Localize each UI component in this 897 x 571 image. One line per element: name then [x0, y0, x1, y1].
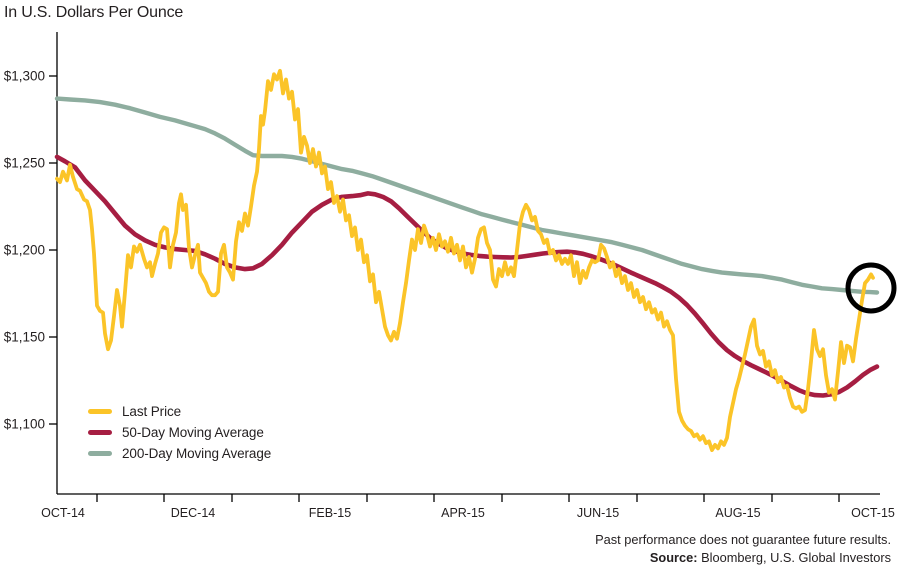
series-50-day-moving-average: [54, 154, 880, 398]
chart-legend: Last Price 50-Day Moving Average 200-Day…: [88, 401, 271, 464]
x-axis-tick-label: AUG-15: [715, 506, 760, 520]
legend-label: 50-Day Moving Average: [122, 425, 264, 440]
x-axis-tick-label: OCT-14: [41, 506, 85, 520]
disclaimer-text: Past performance does not guarantee futu…: [595, 532, 891, 547]
y-axis-tick-label: $1,200: [4, 243, 45, 258]
legend-item-last-price: Last Price: [88, 401, 271, 422]
legend-item-200-day-ma: 200-Day Moving Average: [88, 443, 271, 464]
x-axis-tick-label: FEB-15: [309, 506, 351, 520]
source-line: Source: Bloomberg, U.S. Global Investors: [595, 549, 891, 567]
x-axis-tick-label: JUN-15: [577, 506, 619, 520]
source-label: Source:: [649, 550, 698, 566]
highlight-circle-annotation: [845, 262, 897, 314]
y-axis-tick-label: $1,300: [4, 69, 45, 84]
x-axis-tick-label: APR-15: [441, 506, 485, 520]
source-text: Bloomberg, U.S. Global Investors: [697, 550, 891, 566]
legend-label: Last Price: [122, 404, 182, 419]
chart-title: In U.S. Dollars Per Ounce: [4, 4, 184, 21]
y-axis-tick-label: $1,150: [4, 330, 45, 345]
y-axis-tick-label: $1,250: [4, 156, 45, 171]
200-day-ma-swatch-icon: [88, 451, 112, 456]
series-200-day-moving-average: [54, 96, 880, 295]
legend-label: 200-Day Moving Average: [122, 446, 272, 461]
x-axis-tick-label: OCT-15: [851, 506, 895, 520]
50-day-ma-swatch-icon: [88, 430, 112, 435]
y-axis-tick-label: $1,100: [4, 417, 45, 432]
legend-item-50-day-ma: 50-Day Moving Average: [88, 422, 271, 443]
last-price-swatch-icon: [88, 409, 112, 414]
x-axis-tick-label: DEC-14: [171, 506, 216, 520]
chart-footnote: Past performance does not guarantee futu…: [595, 531, 891, 567]
series-last-price: [55, 68, 875, 453]
